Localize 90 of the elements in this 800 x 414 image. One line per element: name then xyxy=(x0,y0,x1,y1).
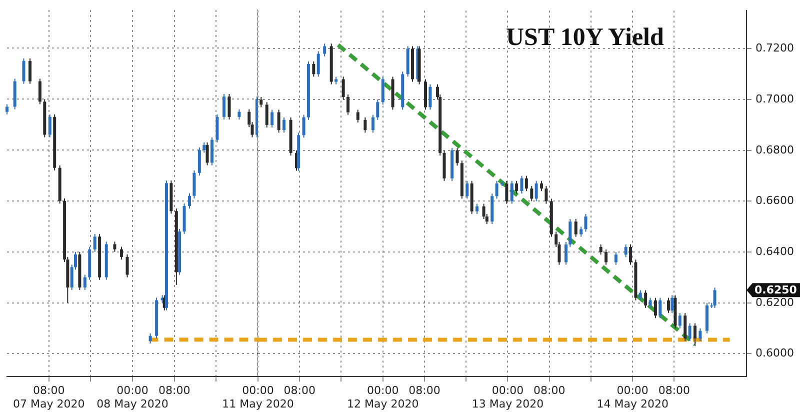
candlestick xyxy=(38,78,42,105)
candlestick xyxy=(210,136,214,166)
candlestick xyxy=(614,252,618,266)
candlestick xyxy=(216,114,219,143)
candlestick xyxy=(222,94,226,120)
candlestick xyxy=(48,114,52,138)
candlestick xyxy=(120,246,124,260)
candlestick xyxy=(346,94,350,116)
candlestick xyxy=(456,147,459,166)
candlestick xyxy=(6,104,8,115)
candlestick xyxy=(148,332,152,344)
candlestick xyxy=(694,322,697,347)
candlestick xyxy=(644,290,648,308)
candlestick xyxy=(364,116,367,134)
candlestick xyxy=(192,170,196,199)
candlestick xyxy=(198,146,201,176)
y-tick-label: 0.7000 xyxy=(756,92,794,106)
candlestick xyxy=(534,180,538,202)
candlestick xyxy=(381,76,384,106)
candlestick xyxy=(282,116,286,134)
candlestick xyxy=(356,109,360,123)
x-tick-label: 08:00 xyxy=(658,384,690,398)
candlestick xyxy=(670,294,674,314)
candlestick xyxy=(270,109,274,128)
candlestick xyxy=(113,241,116,252)
x-tick-label: 08:00 07 May 2020 xyxy=(12,384,85,410)
candlestick xyxy=(505,180,508,204)
candlestick xyxy=(658,297,662,319)
candlestick xyxy=(312,60,316,78)
candlestick xyxy=(624,244,628,258)
candlestick xyxy=(188,192,191,210)
candlestick xyxy=(628,244,632,266)
candlestick xyxy=(22,58,26,84)
x-tick-label: 08:00 xyxy=(408,384,440,398)
candlestick xyxy=(510,180,514,204)
candlestick xyxy=(260,96,263,108)
candlestick xyxy=(238,108,241,120)
candlestick xyxy=(584,213,588,232)
text: UST 10Y Yield xyxy=(506,24,664,52)
candlestick xyxy=(228,94,231,120)
candlestick xyxy=(93,234,96,252)
candlestick xyxy=(302,114,306,138)
candlestick xyxy=(520,175,524,194)
candlestick xyxy=(599,244,602,256)
y-tick-label: 0.6600 xyxy=(756,194,794,208)
candlestick xyxy=(428,84,432,110)
candlestick xyxy=(678,312,682,329)
candlestick xyxy=(83,274,86,291)
candlestick xyxy=(277,109,280,134)
candlestick xyxy=(648,297,652,308)
candlestick xyxy=(684,312,687,342)
candlestick xyxy=(604,249,608,266)
candlestick xyxy=(476,203,479,214)
candlestick xyxy=(482,203,486,220)
candlestick xyxy=(342,76,345,100)
text: 0.6250 xyxy=(754,284,798,297)
candlestick xyxy=(574,218,578,238)
y-tick-label: 0.6800 xyxy=(756,143,794,156)
candlestick xyxy=(28,58,32,84)
candlestick xyxy=(698,328,702,342)
candlestick xyxy=(126,254,129,278)
x-tick-label: 08:00 xyxy=(284,384,316,398)
y-tick-label: 0.7200 xyxy=(756,42,794,55)
candlestick xyxy=(688,322,692,342)
y-tick-label: 0.6400 xyxy=(756,244,794,258)
x-tick-label: 08:00 xyxy=(158,384,190,398)
candlestick xyxy=(540,180,544,192)
candlestick xyxy=(202,142,206,154)
candlestick xyxy=(713,287,716,308)
candlestick xyxy=(495,180,498,200)
candlestick xyxy=(580,226,583,238)
candlestick xyxy=(206,142,209,166)
y-tick-label: 0.6000 xyxy=(756,346,794,360)
x-tick-label: 08:00 xyxy=(533,384,566,398)
candlestick xyxy=(654,297,657,319)
candlestick xyxy=(638,290,642,301)
candlestick xyxy=(515,180,518,194)
candlestick xyxy=(666,297,670,314)
candlestick xyxy=(316,50,320,78)
candlestick xyxy=(466,180,469,200)
candlestick xyxy=(544,185,548,204)
candlestick xyxy=(371,114,374,134)
candlestick xyxy=(524,175,528,192)
candlestick xyxy=(568,218,572,248)
candlestick xyxy=(376,99,380,120)
y-tick-label: 0.6200 xyxy=(756,296,794,309)
candlestick xyxy=(265,102,268,128)
candlestick xyxy=(564,241,568,266)
candlestick xyxy=(323,43,326,57)
candlestick xyxy=(530,185,534,202)
